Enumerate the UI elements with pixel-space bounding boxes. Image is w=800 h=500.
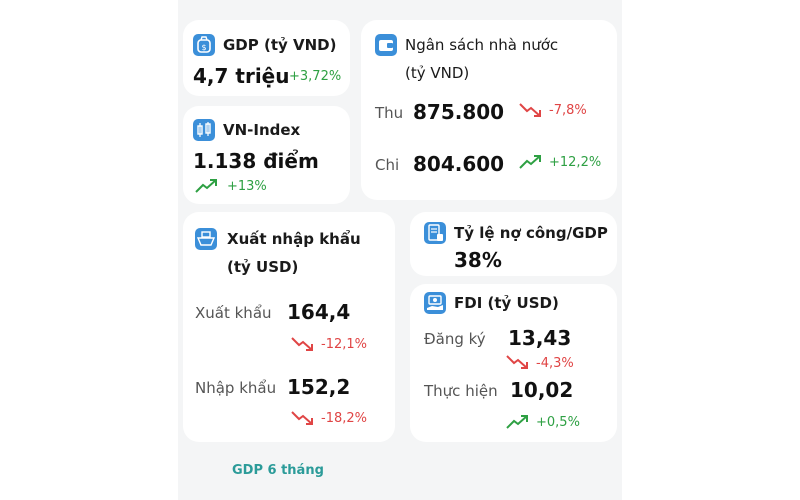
gdp-change: +3,72% <box>289 69 342 84</box>
budget-title-line1: Ngân sách nhà nước <box>405 36 559 54</box>
trade-title-line2: (tỷ USD) <box>227 258 299 276</box>
wallet-icon <box>375 34 397 56</box>
vnindex-title: VN-Index <box>223 121 301 139</box>
fdi-registered-label: Đăng ký <box>424 330 486 348</box>
fdi-title: FDI (tỷ USD) <box>454 294 559 312</box>
budget-income-change: -7,8% <box>549 103 587 118</box>
public-debt-title: Tỷ lệ nợ công/GDP <box>454 224 608 242</box>
gdp-card: $ GDP (tỷ VND) 4,7 triệu +3,72% <box>183 20 350 96</box>
gdp-six-months-tab[interactable]: GDP 6 tháng <box>232 463 324 478</box>
import-label: Nhập khẩu <box>195 379 277 397</box>
fdi-registered-change: -4,3% <box>536 356 574 371</box>
budget-title-line2: (tỷ VND) <box>405 64 470 82</box>
export-label: Xuất khẩu <box>195 304 272 322</box>
invoice-icon <box>424 222 446 244</box>
public-debt-card: Tỷ lệ nợ công/GDP 38% <box>410 212 617 276</box>
budget-spend-value: 804.600 <box>413 152 505 176</box>
fdi-registered-value: 13,43 <box>508 326 572 350</box>
trade-title-line1: Xuất nhập khẩu <box>227 230 361 248</box>
trend-down-icon <box>506 355 528 369</box>
vnindex-change: +13% <box>227 179 267 194</box>
trend-up-icon <box>195 179 217 193</box>
import-value: 152,2 <box>287 375 351 399</box>
budget-spend-label: Chi <box>375 156 400 174</box>
public-debt-value: 38% <box>454 248 502 272</box>
fdi-disbursed-change: +0,5% <box>536 415 580 430</box>
export-change: -12,1% <box>321 337 367 352</box>
budget-card: Ngân sách nhà nước (tỷ VND) Thu 875.800 … <box>361 20 617 200</box>
trend-up-icon <box>506 415 528 429</box>
budget-income-label: Thu <box>375 104 404 122</box>
svg-text:$: $ <box>201 43 206 52</box>
vnindex-card: VN-Index 1.138 điểm +13% <box>183 106 350 204</box>
export-value: 164,4 <box>287 300 351 324</box>
gdp-title: GDP (tỷ VND) <box>223 36 337 54</box>
vnindex-value: 1.138 điểm <box>193 149 319 173</box>
fdi-disbursed-label: Thực hiện <box>424 382 498 400</box>
trend-down-icon <box>291 411 313 425</box>
budget-spend-change: +12,2% <box>549 155 602 170</box>
budget-income-value: 875.800 <box>413 100 505 124</box>
trade-card: Xuất nhập khẩu (tỷ USD) Xuất khẩu 164,4 … <box>183 212 395 442</box>
fdi-disbursed-value: 10,02 <box>510 378 574 402</box>
money-bag-icon: $ <box>193 34 215 56</box>
ship-icon <box>195 228 217 250</box>
trend-down-icon <box>291 337 313 351</box>
fdi-card: FDI (tỷ USD) Đăng ký 13,43 -4,3% Thực hi… <box>410 284 617 442</box>
gdp-value: 4,7 triệu <box>193 64 290 88</box>
trend-down-icon <box>519 103 541 117</box>
import-change: -18,2% <box>321 411 367 426</box>
candlestick-icon <box>193 119 215 141</box>
hand-money-icon <box>424 292 446 314</box>
trend-up-icon <box>519 155 541 169</box>
